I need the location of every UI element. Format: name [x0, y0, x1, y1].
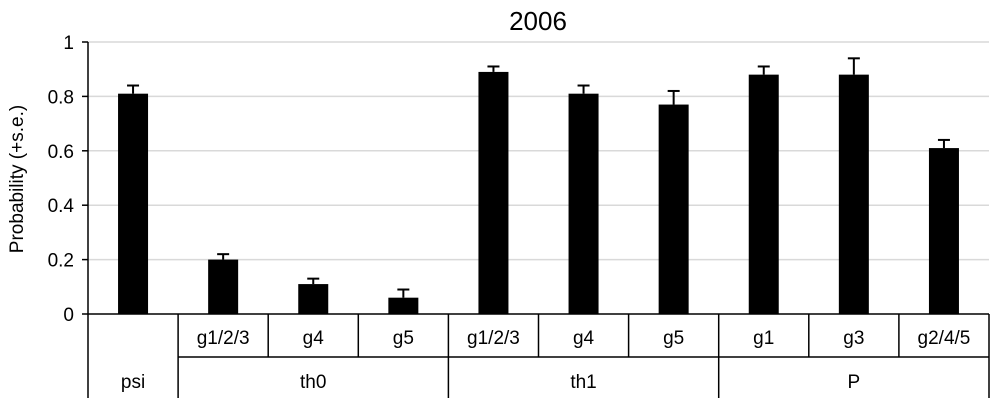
bar — [118, 93, 149, 315]
y-tick-label: 0 — [63, 305, 74, 326]
x-group-label: P — [848, 372, 861, 393]
y-tick-label: 1 — [63, 33, 74, 54]
bar — [748, 74, 779, 314]
x-tick-label: g5 — [663, 328, 684, 349]
y-tick-label: 0.2 — [48, 251, 74, 272]
x-tick-label: g2/4/5 — [918, 328, 971, 349]
bar — [298, 284, 329, 314]
y-axis-label: Probability (+s.e.) — [7, 105, 28, 253]
bar — [208, 259, 239, 314]
x-tick-label: g3 — [843, 328, 864, 349]
x-group-label: psi — [121, 372, 145, 393]
y-tick-label: 0.6 — [48, 142, 74, 163]
axes — [82, 41, 990, 398]
bar — [658, 104, 689, 314]
bar — [388, 297, 419, 314]
x-group-label: th0 — [300, 372, 326, 393]
bar — [838, 74, 869, 314]
x-tick-label: g1/2/3 — [467, 328, 520, 349]
x-tick-label: g1 — [753, 328, 774, 349]
x-group-label: th1 — [570, 372, 596, 393]
axis-labels: 0 0.2 0.4 0.6 0.8 1 g1/2/3 g4 g5 g1/2/3 g4 g5 g1 g3 g2… — [48, 33, 971, 393]
chart-title: 2006 — [509, 6, 567, 36]
x-tick-label: g5 — [393, 328, 414, 349]
y-tick-label: 0.4 — [48, 196, 75, 217]
bar — [928, 148, 959, 314]
bar — [568, 93, 599, 315]
y-tick-label: 0.8 — [48, 87, 74, 108]
gridlines — [88, 41, 989, 261]
x-tick-label: g4 — [573, 328, 595, 349]
bars — [118, 57, 959, 315]
x-tick-label: g4 — [303, 328, 325, 349]
bar — [478, 71, 509, 314]
x-tick-label: g1/2/3 — [197, 328, 250, 349]
